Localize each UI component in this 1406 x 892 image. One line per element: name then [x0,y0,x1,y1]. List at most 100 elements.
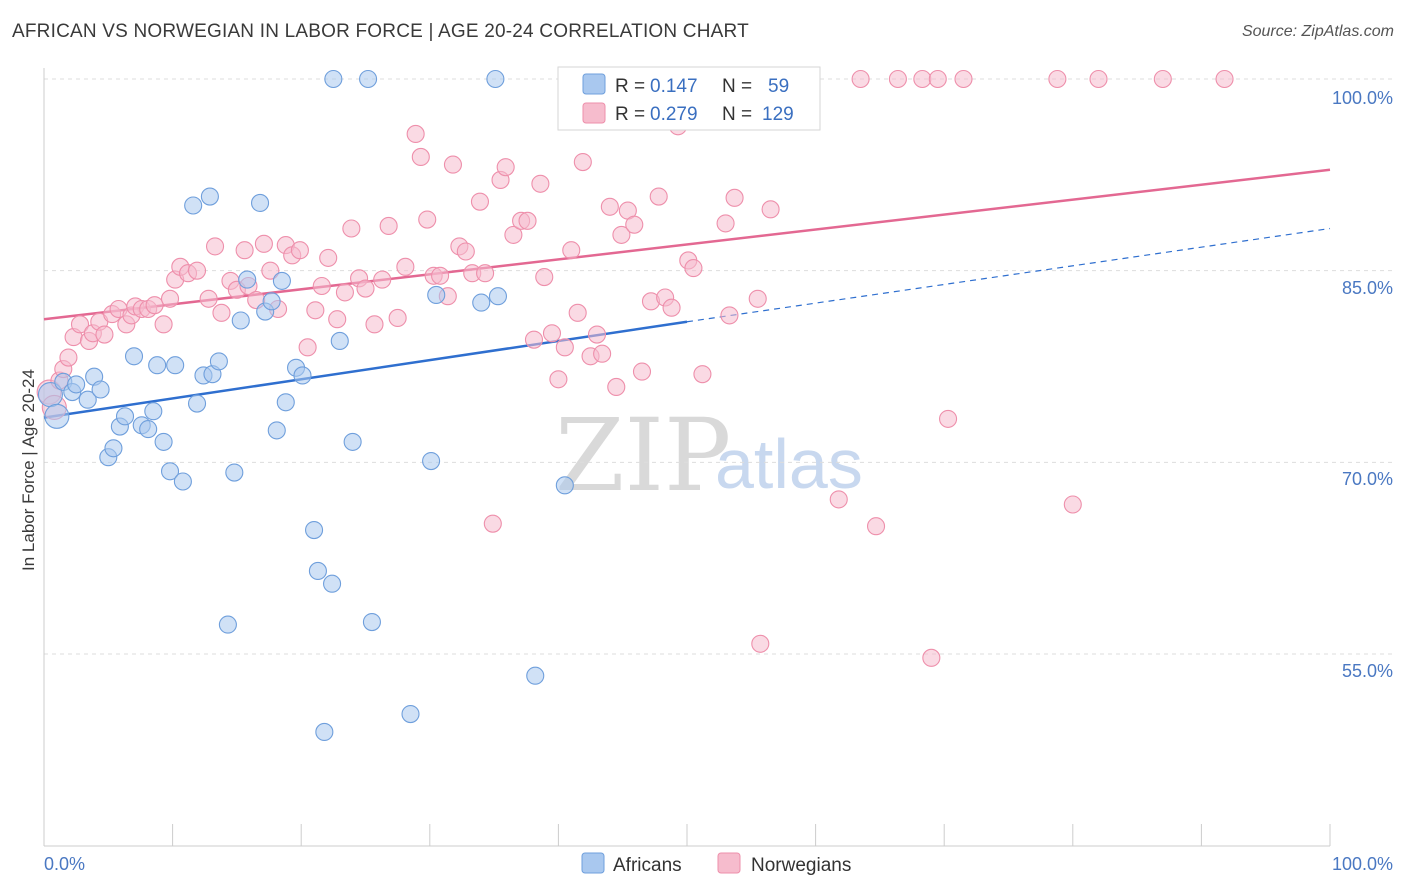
africans-point [488,287,508,306]
africans-point [173,472,192,491]
norwegians-point [524,330,544,349]
africans-point [144,402,163,421]
legend-r-label-norwegians: R = [615,104,645,125]
norwegians-point [342,219,361,238]
legend-swatch-africans [582,73,606,95]
norwegians-point [761,200,780,219]
africans-point [472,293,491,312]
norwegians-point [379,216,398,235]
norwegians-point [187,261,207,280]
norwegians-point [235,241,254,260]
norwegians-point [95,325,114,344]
africans-point [422,452,441,471]
africans-trend-extension [686,227,1331,323]
norwegians-point [476,264,495,283]
norwegians-point [725,188,744,207]
norwegians-point [1089,69,1108,89]
norwegians-point [154,315,173,334]
africans-point [225,463,244,482]
africans-point [267,421,286,440]
norwegians-point [568,303,587,322]
norwegians-point [298,338,317,357]
norwegians-point [720,306,739,325]
africans-point [359,69,378,89]
bottom-legend-swatch-norwegians [717,852,741,874]
africans-point [305,521,324,540]
norwegians-point [531,174,550,193]
bottom-legend: Africans Norwegians [581,852,851,876]
norwegians-point [573,153,592,172]
africans-point [343,432,362,451]
chart-title: AFRICAN VS NORWEGIAN IN LABOR FORCE | AG… [12,21,749,42]
africans-point [272,271,291,290]
norwegians-point [1215,69,1234,89]
norwegians-point [388,308,407,327]
legend-n-label-africans: N = [722,76,752,97]
norwegians-point [922,648,941,667]
watermark-zip: ZIP [555,397,731,514]
norwegians-point [1048,69,1067,89]
africans-point [293,366,312,385]
africans-point [323,574,342,593]
norwegians-point [751,634,770,653]
norwegians-point [504,225,523,244]
africans-point [486,69,505,89]
norwegians-point [562,241,581,260]
legend-n-africans: 59 [768,76,789,97]
norwegians-point [306,301,325,320]
legend-n-label-norwegians: N = [722,104,752,125]
norwegians-point [496,158,515,177]
norwegians-point [212,303,231,322]
norwegians-point [431,266,450,285]
norwegians-point [662,298,681,317]
legend-r-norwegians: 0.279 [650,104,698,125]
norwegians-point [312,276,331,296]
norwegians-point [335,283,354,302]
africans-point [139,420,158,439]
y-tick-label-55: 55.0% [1342,661,1393,681]
norwegians-point [396,257,415,276]
norwegians-point [1063,495,1082,514]
gridlines [44,78,1395,655]
norwegians-point [443,155,462,174]
norwegians-point [261,261,280,280]
africans-point [160,462,180,481]
norwegians-point [954,69,973,89]
norwegians-point [290,241,309,260]
x-tick-label-min: 0.0% [44,854,85,874]
africans-point [78,390,97,409]
norwegians-point [555,338,574,357]
norwegians-point [483,514,502,533]
norwegians-point [632,362,652,381]
y-tick-label-85: 85.0% [1342,278,1393,298]
africans-point [104,439,123,458]
africans-point [154,432,173,451]
africans-point [276,393,295,412]
africans-point [124,347,144,366]
bottom-legend-norwegians: Norwegians [751,855,851,876]
legend-n-norwegians: 129 [762,104,794,125]
norwegians-point [254,234,273,253]
norwegians-point [70,315,90,334]
africans-point [209,352,228,371]
africans-point [148,356,167,375]
axes [43,68,1331,847]
norwegians-point [600,197,619,216]
norwegians-point [649,187,668,206]
norwegians-point [612,225,631,244]
norwegians-point [365,315,384,334]
norwegians-point [748,289,767,308]
norwegians-point [1153,69,1172,89]
y-tick-label-100: 100.0% [1332,88,1393,108]
africans-point [91,380,110,399]
norwegians-point [205,237,225,256]
legend-swatch-norwegians [582,102,606,124]
africans-point [184,196,203,215]
norwegians-point [542,324,562,343]
norwegians-point [328,310,347,329]
norwegians-point [456,242,475,261]
norwegians-point [518,211,537,230]
africans-point [315,722,334,741]
x-tick-label-max: 100.0% [1332,854,1393,874]
